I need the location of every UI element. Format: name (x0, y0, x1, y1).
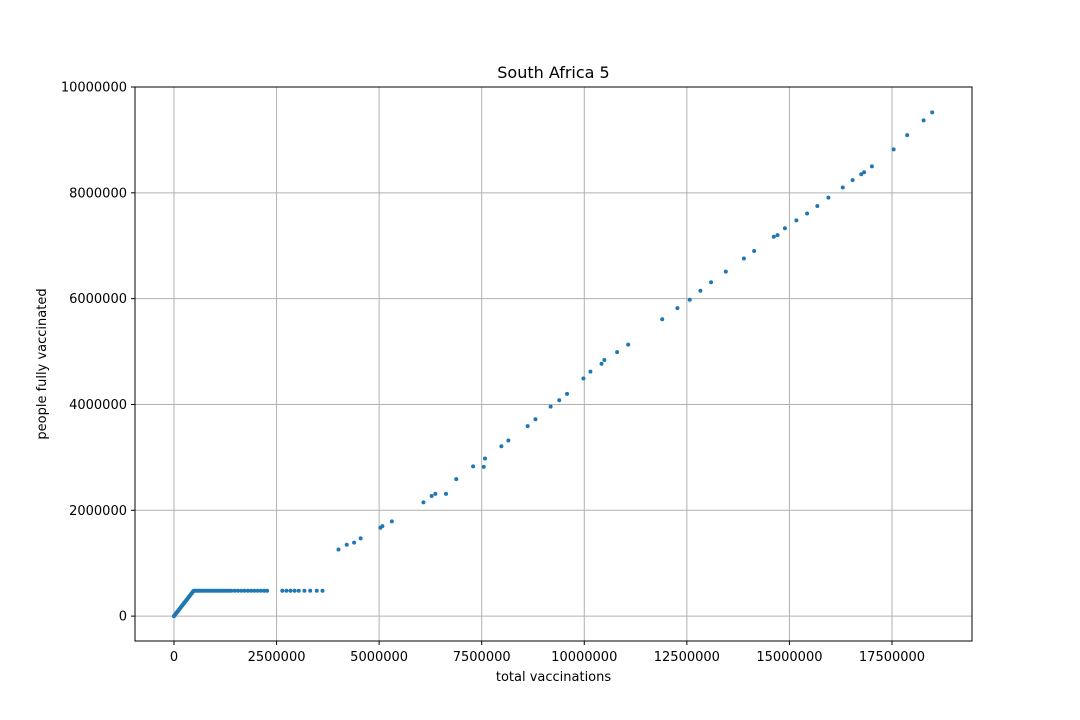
scatter-point (239, 588, 244, 593)
x-tick-label: 7500000 (453, 650, 511, 665)
scatter-point (930, 110, 935, 115)
scatter-point (548, 404, 553, 409)
scatter-point (255, 588, 260, 593)
data-points (171, 110, 935, 619)
x-tick-label: 10000000 (551, 650, 617, 665)
scatter-point (891, 147, 896, 152)
y-tick-label: 2000000 (69, 504, 127, 519)
plot-frame (134, 86, 973, 642)
scatter-point (859, 172, 864, 177)
scatter-point (302, 588, 307, 593)
scatter-point (380, 524, 385, 529)
scatter-point (862, 170, 867, 175)
scatter-point (344, 542, 349, 547)
scatter-point (581, 376, 586, 381)
scatter-point (794, 218, 799, 223)
scatter-point (557, 398, 562, 403)
scatter-point (525, 424, 530, 429)
scatter-point (771, 234, 776, 239)
scatter-point (752, 249, 757, 254)
y-tick-label: 10000000 (61, 81, 127, 96)
scatter-point (288, 588, 293, 593)
x-axis-label: total vaccinations (496, 670, 612, 685)
y-tick-label: 8000000 (69, 186, 127, 201)
scatter-point (265, 588, 270, 593)
scatter-point (232, 588, 237, 593)
scatter-point (320, 588, 325, 593)
y-tick-label: 0 (119, 610, 127, 625)
scatter-point (252, 588, 257, 593)
scatter-point (840, 185, 845, 190)
scatter-point (235, 588, 240, 593)
scatter-point (229, 588, 234, 593)
scatter-point (245, 588, 250, 593)
scatter-point (805, 211, 810, 216)
scatter-point (421, 500, 426, 505)
x-tick-label: 15000000 (756, 650, 822, 665)
scatter-point (775, 233, 780, 238)
scatter-point (471, 464, 476, 469)
y-tick-label: 6000000 (69, 292, 127, 307)
scatter-point (433, 491, 438, 496)
x-axis-ticks: 0 2500000 5000000 7500000 10000000 12500000 15… (170, 641, 925, 665)
scatter-point (533, 417, 538, 422)
scatter-point (308, 588, 313, 593)
scatter-point (454, 477, 459, 482)
y-axis-label: people fully vaccinated (35, 288, 50, 439)
scatter-point (660, 317, 665, 322)
scatter-point (723, 269, 728, 274)
scatter-point (352, 540, 357, 545)
scatter-point (280, 588, 285, 593)
scatter-point (905, 133, 910, 138)
scatter-point (826, 195, 831, 200)
scatter-point (481, 464, 486, 469)
y-axis-ticks: 0 2000000 4000000 6000000 8000000 10000000 (61, 81, 135, 625)
scatter-point (782, 226, 787, 231)
scatter-point (262, 588, 267, 593)
scatter-point (565, 391, 570, 396)
scatter-point (709, 280, 714, 285)
scatter-point (499, 444, 504, 449)
scatter-point (675, 306, 680, 311)
scatter-point (389, 519, 394, 524)
scatter-point (284, 588, 289, 593)
scatter-point (444, 491, 449, 496)
scatter-point (258, 588, 263, 593)
scatter-point (741, 256, 746, 261)
scatter-point (296, 588, 301, 593)
scatter-point (687, 297, 692, 302)
scatter-point (850, 178, 855, 183)
chart-title: South Africa 5 (497, 63, 609, 82)
x-tick-label: 5000000 (350, 650, 408, 665)
scatter-point (921, 118, 926, 123)
scatter-point (599, 361, 604, 366)
scatter-point (314, 588, 319, 593)
scatter-point (506, 438, 511, 443)
scatter-point (358, 536, 363, 541)
x-tick-label: 0 (170, 650, 178, 665)
scatter-point (869, 164, 874, 169)
scatter-point (615, 350, 620, 355)
scatter-point (429, 494, 434, 499)
scatter-point (588, 369, 593, 374)
x-tick-label: 17500000 (859, 650, 925, 665)
scatter-point (292, 588, 297, 593)
scatter-point (482, 456, 487, 461)
scatter-point (815, 204, 820, 209)
scatter-point (698, 288, 703, 293)
scatter-point (626, 342, 631, 347)
scatter-point (249, 588, 254, 593)
scatter-point (602, 358, 607, 363)
y-tick-label: 4000000 (69, 398, 127, 413)
scatter-point (242, 588, 247, 593)
scatter-point (336, 547, 341, 552)
x-tick-label: 2500000 (248, 650, 306, 665)
x-tick-label: 12500000 (654, 650, 720, 665)
